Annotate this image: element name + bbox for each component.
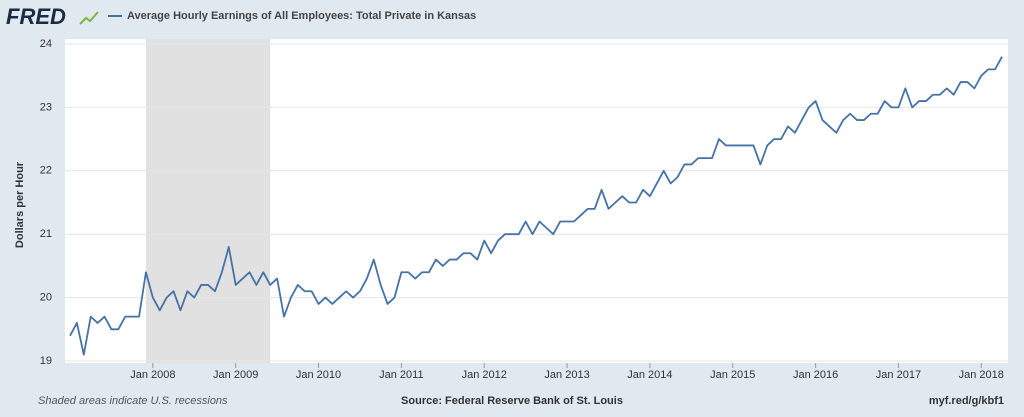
x-tick-label: Jan 2011 [379,369,423,381]
footer-link: myf.red/g/kbf1 [929,395,1004,407]
x-tick-label: Jan 2018 [959,369,1004,381]
y-tick-label: 22 [40,165,52,177]
x-tick-label: Jan 2010 [296,369,341,381]
logo-icon [79,11,99,25]
recession-shade [145,39,271,363]
plot: 19 20 21 22 23 24 Jan 2008 Jan 2009 Jan 2010 Jan … [40,38,1008,381]
x-tick-label: Jan 2014 [627,369,672,381]
footer-source: Source: Federal Reserve Bank of St. Loui… [401,395,623,407]
x-tick-label: Jan 2013 [544,369,589,381]
y-tick-label: 19 [40,355,52,367]
x-tick-label: Jan 2016 [793,369,838,381]
x-tick-label: Jan 2012 [462,369,507,381]
x-tick-label: Jan 2017 [876,369,921,381]
x-tick-label: Jan 2015 [710,369,755,381]
y-tick-label: 21 [40,228,52,240]
y-tick-label: 20 [40,292,52,304]
x-tick-label: Jan 2008 [130,369,175,381]
x-tick-label: Jan 2009 [213,369,258,381]
y-axis-label: Dollars per Hour [14,161,26,248]
footer-note: Shaded areas indicate U.S. recessions [38,395,228,407]
y-tick-label: 24 [40,38,52,50]
logo: FRED [6,4,66,29]
y-tick-label: 23 [40,101,52,113]
data-line [69,56,1003,356]
legend-label: Average Hourly Earnings of All Employees… [127,10,476,22]
